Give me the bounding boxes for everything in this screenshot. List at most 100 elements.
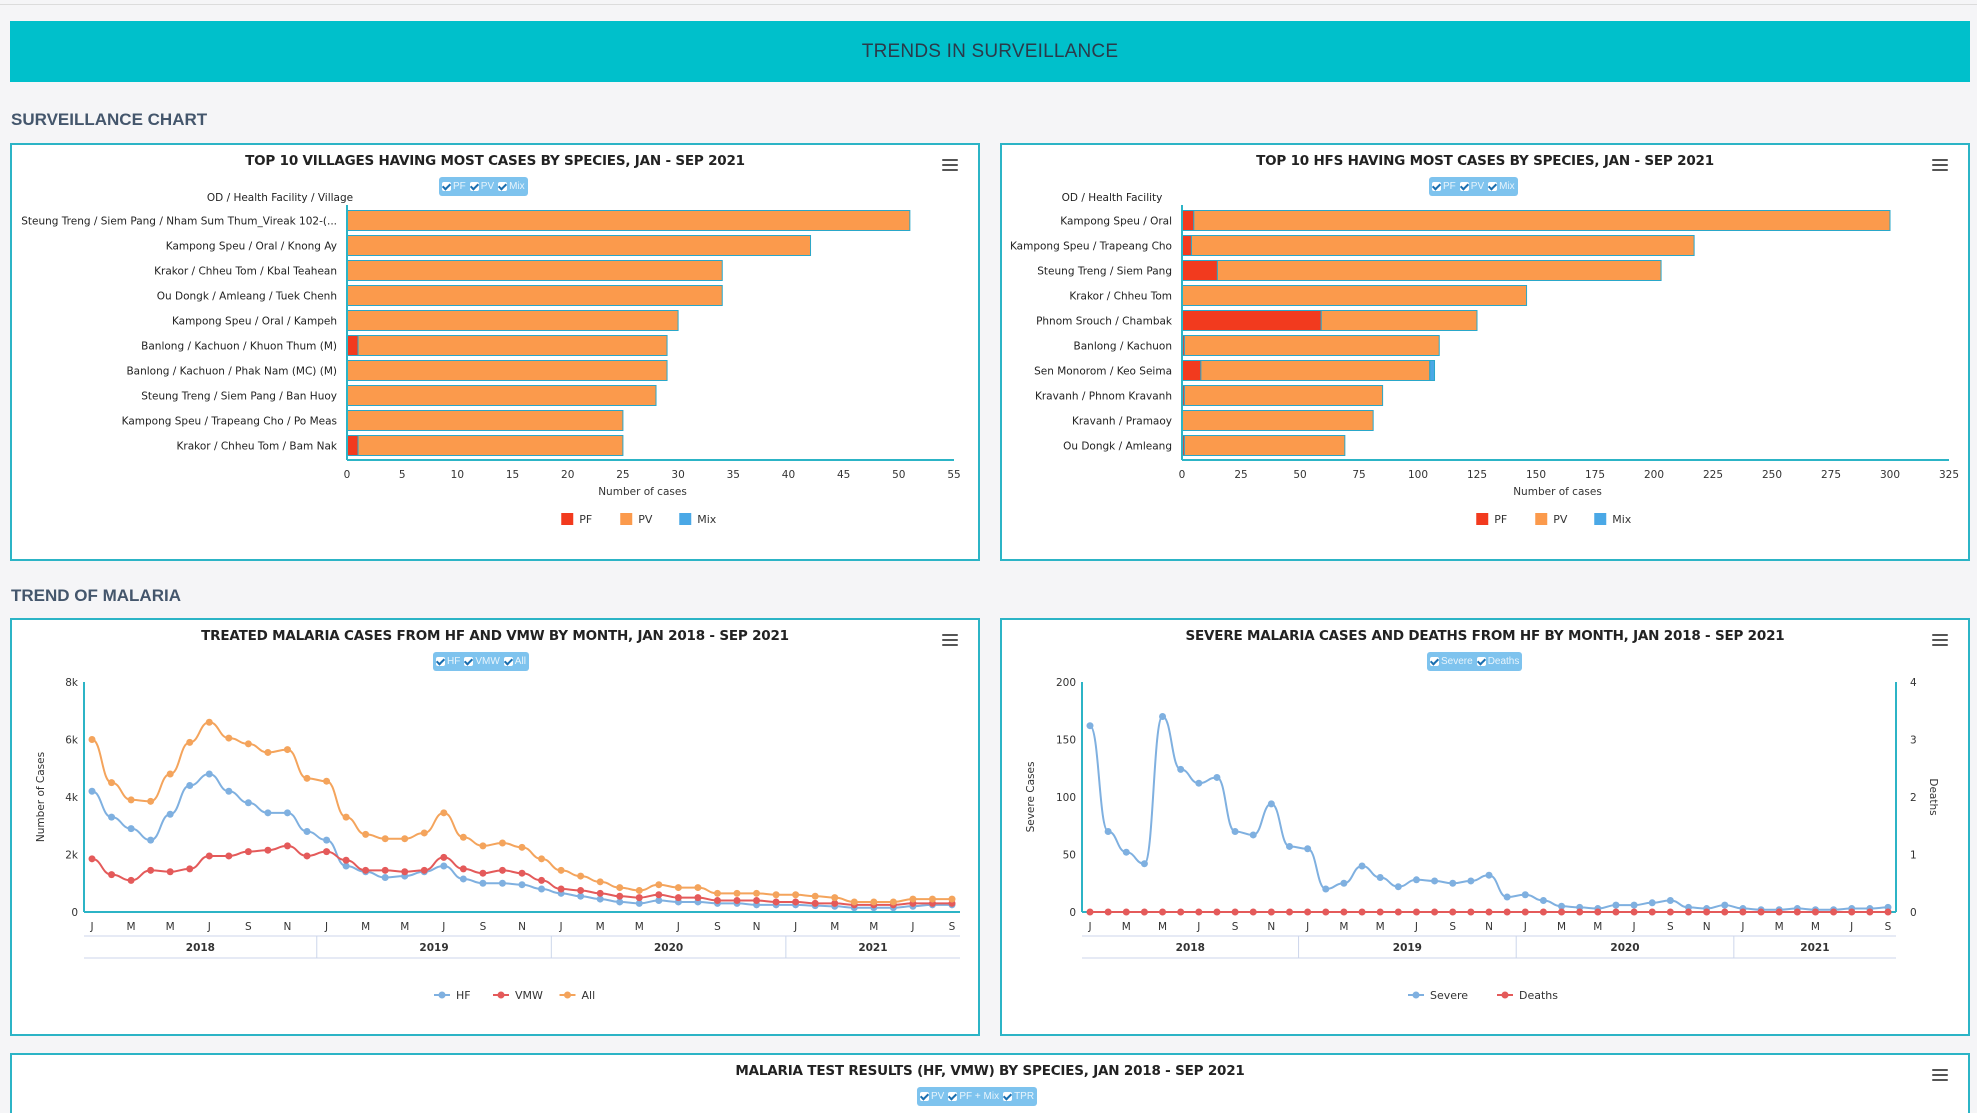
point-all [303, 774, 311, 782]
point-vmw [88, 855, 96, 863]
point-all [225, 734, 233, 742]
x-tick-label: J [324, 921, 328, 933]
point-deaths [1830, 908, 1838, 916]
section-title-surveillance: SURVEILLANCE CHART [11, 110, 208, 129]
toggle-pf[interactable]: PF [442, 181, 466, 192]
toggle-pf-mix[interactable]: PF + Mix [948, 1091, 999, 1102]
legend-label: Severe [1430, 989, 1468, 1002]
point-severe [1648, 899, 1656, 907]
point-deaths [1086, 908, 1094, 916]
x-tick-label: J [89, 921, 93, 933]
x-tick-label: 30 [671, 469, 684, 481]
category-label: Ou Dongk / Amleang [1063, 441, 1172, 453]
x-tick-label: S [949, 921, 956, 933]
hamburger-menu-icon[interactable] [1932, 634, 1948, 646]
point-deaths [1231, 908, 1239, 916]
point-all [420, 829, 428, 837]
toggle-mix[interactable]: Mix [498, 181, 525, 192]
checkmark-icon [498, 182, 508, 191]
point-all [479, 842, 487, 850]
toggle-mix[interactable]: Mix [1488, 181, 1515, 192]
bar-chart-villages: OD / Health Facility / Village Steung Tre… [21, 192, 960, 526]
point-vmw [596, 889, 604, 897]
x-tick-label: M [830, 921, 839, 933]
legend-label: PV [1553, 513, 1568, 526]
point-hf [225, 787, 233, 795]
y-axis-title: Number of Cases [35, 752, 47, 842]
legend-label: Mix [1612, 513, 1632, 526]
x-tick-label: 45 [837, 469, 850, 481]
point-deaths [1376, 908, 1384, 916]
toggle-pv[interactable]: PV [469, 181, 494, 192]
bar-pv [1193, 210, 1891, 231]
x-tick-label: J [1740, 921, 1744, 933]
legend-marker [564, 991, 571, 999]
hamburger-menu-icon[interactable] [942, 159, 958, 171]
point-deaths [1775, 908, 1783, 916]
toggle-deaths[interactable]: Deaths [1476, 656, 1519, 667]
series-toggles-test-results: PV PF + Mix TPR [917, 1087, 1038, 1106]
toggle-severe[interactable]: Severe [1430, 656, 1473, 667]
toggle-pv[interactable]: PV [920, 1091, 944, 1102]
hamburger-menu-icon[interactable] [1932, 1069, 1948, 1081]
hamburger-menu-icon[interactable] [942, 634, 958, 646]
year-label: 2018 [1176, 942, 1205, 954]
point-all [948, 895, 956, 903]
point-vmw [459, 865, 467, 873]
point-severe [1503, 893, 1511, 901]
toggle-tpr[interactable]: TPR [1003, 1091, 1034, 1102]
point-severe [1231, 828, 1239, 835]
checkmark-icon [948, 1092, 958, 1101]
x-tick-label: 25 [616, 469, 629, 481]
x-tick-label: J [1196, 921, 1200, 933]
year-label: 2020 [654, 942, 683, 954]
point-all [401, 835, 409, 843]
x-tick-label: M [400, 921, 409, 933]
point-vmw [323, 848, 331, 856]
point-all [753, 889, 761, 897]
legend-swatch [1594, 513, 1607, 525]
bar-pv [1183, 335, 1440, 356]
x-tick-label: M [1376, 921, 1385, 933]
point-vmw [518, 869, 526, 877]
x-tick-label: 325 [1939, 469, 1959, 481]
point-deaths [1558, 908, 1566, 916]
bar-pv [1181, 285, 1528, 306]
point-vmw [792, 898, 800, 906]
toggle-pf[interactable]: PF [1432, 181, 1456, 192]
point-deaths [1267, 908, 1275, 916]
point-severe [1449, 879, 1457, 887]
toggle-vmw[interactable]: VMW [464, 656, 500, 667]
point-deaths [1449, 908, 1457, 916]
toggle-pv[interactable]: PV [1459, 181, 1484, 192]
category-label: Krakor / Chheu Tom / Bam Nak [177, 441, 338, 453]
point-all [577, 872, 585, 880]
point-deaths [1630, 908, 1638, 916]
point-deaths [1122, 908, 1130, 916]
point-all [870, 898, 878, 906]
x-tick-label: 40 [782, 469, 795, 481]
point-hf [108, 813, 116, 821]
bar-pv [346, 210, 911, 231]
legend-swatch [620, 513, 633, 525]
bar-pv [346, 260, 723, 281]
point-hf [440, 862, 448, 870]
point-vmw [108, 871, 116, 879]
banner-title: TRENDS IN SURVEILLANCE [861, 40, 1119, 62]
x-tick-label: 55 [947, 469, 960, 481]
point-hf [283, 809, 291, 817]
point-all [538, 855, 546, 863]
x-tick-label: 125 [1467, 469, 1487, 481]
x-tick-label: S [1449, 921, 1456, 933]
bar-pf [1181, 360, 1202, 381]
bar-pf [346, 435, 359, 456]
point-all [459, 833, 467, 841]
legend-label: Deaths [1519, 989, 1558, 1002]
hamburger-menu-icon[interactable] [1932, 159, 1948, 171]
toggle-hf[interactable]: HF [436, 656, 460, 667]
toggle-all[interactable]: All [503, 656, 526, 667]
x-tick-label: M [166, 921, 175, 933]
checkmark-icon [1488, 182, 1498, 191]
point-vmw [538, 876, 546, 884]
checkmark-icon [464, 657, 474, 666]
